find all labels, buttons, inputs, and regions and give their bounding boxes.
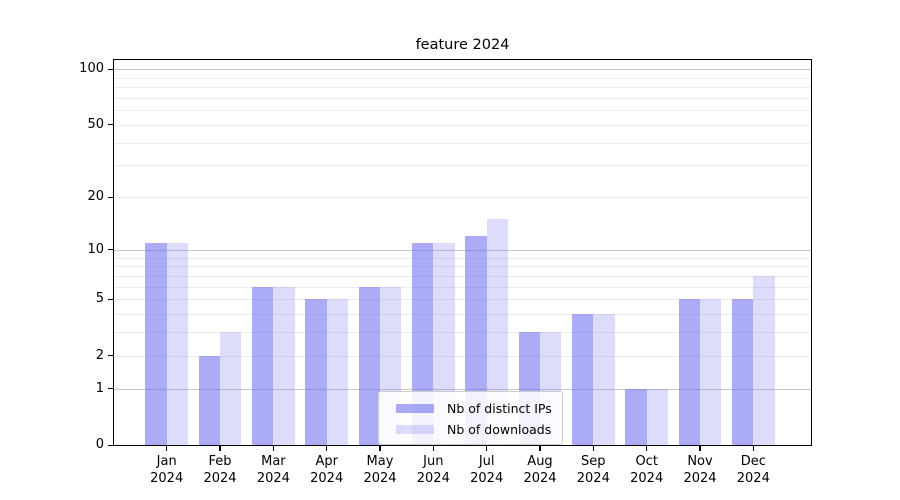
- bar-ips-feb: [198, 355, 220, 445]
- x-tick-mark: [432, 446, 434, 451]
- minor-gridline: [114, 313, 811, 315]
- bar-downloads-jan: [166, 242, 189, 445]
- minor-gridline: [114, 110, 811, 112]
- x-tick-label: Nov 2024: [683, 454, 717, 486]
- x-tick-label: Mar 2024: [256, 454, 290, 486]
- x-tick-mark: [166, 446, 168, 451]
- legend-label-downloads: Nb of downloads: [447, 421, 552, 437]
- x-tick-label: Jun 2024: [416, 454, 450, 486]
- minor-gridline: [114, 142, 811, 144]
- bar-ips-may: [358, 286, 380, 445]
- y-tick-label: 1: [95, 380, 104, 396]
- y-tick-mark: [108, 68, 114, 70]
- bar-downloads-apr: [326, 299, 349, 445]
- minor-gridline: [114, 165, 811, 167]
- bar-downloads-jul: [486, 219, 509, 445]
- x-tick-label: Apr 2024: [310, 454, 344, 486]
- y-tick-mark: [108, 124, 114, 126]
- plot-area: 0 1 2 5 10 20 50 100 Jan 2024 Feb 2024 Mar 2024 Apr…: [79, 59, 812, 486]
- legend-swatch-distinct-ips: [396, 403, 434, 414]
- x-tick-label: Aug 2024: [523, 454, 557, 486]
- y-tick-mark: [108, 196, 114, 198]
- x-tick-mark: [539, 446, 541, 451]
- y-tick-label: 0: [95, 437, 104, 452]
- y-tick-label: 5: [95, 291, 104, 307]
- y-tick-label: 100: [79, 61, 104, 77]
- x-tick-mark: [379, 446, 381, 451]
- bar-ips-mar: [252, 286, 274, 445]
- y-tick-mark: [108, 249, 114, 251]
- legend-swatch-downloads: [396, 424, 434, 435]
- y-tick-mark: [108, 355, 114, 357]
- minor-gridline: [114, 275, 811, 277]
- minor-gridline: [114, 286, 811, 288]
- bar-downloads-oct: [646, 388, 669, 445]
- bar-downloads-dec: [753, 275, 775, 445]
- y-tick-label: 2: [95, 347, 104, 363]
- bar-ips-sep: [571, 313, 594, 445]
- major-gridline: [114, 249, 811, 251]
- bar-ips-dec: [731, 299, 754, 445]
- x-tick-mark: [272, 446, 274, 451]
- legend-item-distinct-ips: Nb of distinct IPs: [396, 399, 562, 418]
- minor-gridline: [114, 197, 811, 199]
- bar-downloads-feb: [220, 332, 242, 445]
- minor-gridline: [114, 124, 811, 126]
- x-tick-mark: [646, 446, 648, 451]
- x-tick-label: Dec 2024: [736, 454, 770, 486]
- x-tick-label: Jul 2024: [470, 454, 504, 486]
- minor-gridline: [114, 299, 811, 301]
- x-tick-mark: [592, 446, 594, 451]
- y-tick-mark: [108, 388, 114, 390]
- major-gridline: [114, 69, 811, 71]
- minor-gridline: [114, 97, 811, 99]
- bar-downloads-sep: [593, 313, 615, 445]
- x-tick-mark: [326, 446, 328, 451]
- legend-label-distinct-ips: Nb of distinct IPs: [447, 400, 552, 416]
- x-tick-mark: [486, 446, 488, 451]
- major-gridline: [114, 388, 811, 390]
- bar-downloads-mar: [273, 286, 295, 445]
- x-tick-label: Feb 2024: [203, 454, 237, 486]
- x-tick-label: Oct 2024: [630, 454, 664, 486]
- minor-gridline: [114, 257, 811, 259]
- x-tick-label: May 2024: [363, 454, 397, 486]
- x-tick-label: Jan 2024: [150, 454, 184, 486]
- y-tick-mark: [108, 444, 114, 446]
- bar-ips-nov: [678, 299, 700, 445]
- legend-item-downloads: Nb of downloads: [396, 420, 562, 439]
- x-tick-mark: [752, 446, 754, 451]
- minor-gridline: [114, 332, 811, 334]
- bar-ips-jan: [145, 242, 167, 445]
- bar-downloads-nov: [700, 299, 722, 445]
- bar-ips-oct: [625, 388, 647, 445]
- x-tick-mark: [219, 446, 221, 451]
- bar-ips-apr: [305, 299, 327, 445]
- minor-gridline: [114, 355, 811, 357]
- minor-gridline: [114, 77, 811, 79]
- minor-gridline: [114, 266, 811, 268]
- y-tick-mark: [108, 298, 114, 300]
- x-tick-mark: [699, 446, 701, 451]
- x-tick-label: Sep 2024: [576, 454, 610, 486]
- y-tick-label: 10: [87, 241, 104, 257]
- y-tick-label: 50: [87, 116, 104, 132]
- minor-gridline: [114, 87, 811, 89]
- legend: Nb of distinct IPs Nb of downloads: [378, 391, 563, 445]
- y-tick-label: 20: [87, 189, 104, 205]
- chart-title: feature 2024: [415, 37, 510, 53]
